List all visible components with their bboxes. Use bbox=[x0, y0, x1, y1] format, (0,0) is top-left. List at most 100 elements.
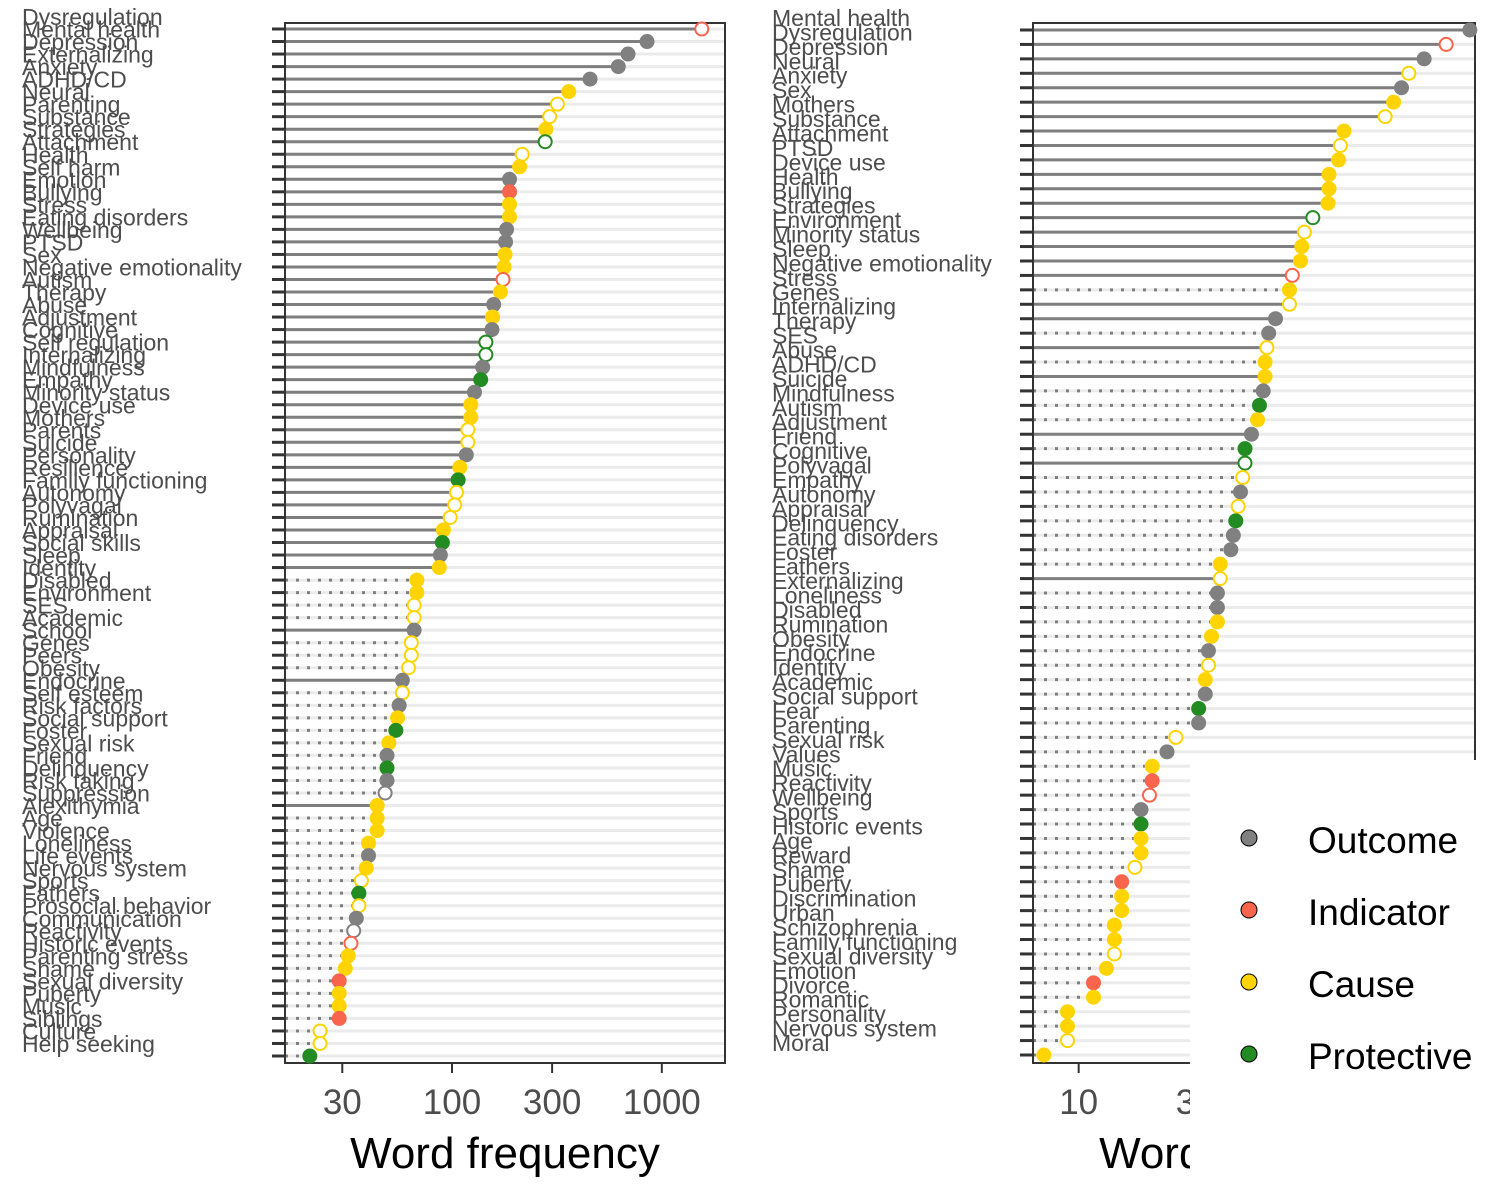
data-point bbox=[1284, 267, 1300, 283]
data-point bbox=[1228, 513, 1244, 529]
y-tick-label: Sexual risk bbox=[22, 730, 135, 756]
y-tick-label: Sleep bbox=[22, 543, 81, 569]
data-point bbox=[390, 710, 406, 726]
data-point bbox=[1243, 426, 1259, 442]
y-tick-label: Internalizing bbox=[772, 294, 896, 320]
data-point bbox=[331, 998, 347, 1014]
y-tick-label: Therapy bbox=[772, 308, 857, 334]
data-point bbox=[495, 271, 511, 287]
y-tick-label: Loneliness bbox=[772, 582, 882, 608]
data-point bbox=[458, 447, 474, 463]
y-tick-label: School bbox=[22, 618, 92, 644]
y-tick-label: Academic bbox=[772, 669, 873, 695]
y-tick-label: Age bbox=[22, 806, 63, 832]
y-tick-label: Shame bbox=[772, 857, 845, 883]
data-point bbox=[1249, 412, 1265, 428]
data-point bbox=[1209, 614, 1225, 630]
y-tick-label: Family functioning bbox=[22, 467, 207, 493]
data-point bbox=[331, 1010, 347, 1026]
data-point bbox=[1438, 36, 1454, 52]
y-tick-label: Personality bbox=[22, 442, 136, 468]
y-tick-label: Genes bbox=[22, 630, 90, 656]
y-tick-label: Obesity bbox=[22, 655, 100, 681]
y-tick-label: Sexual diversity bbox=[22, 968, 184, 994]
y-tick-label: Foster bbox=[772, 539, 838, 565]
data-point bbox=[409, 585, 425, 601]
data-point bbox=[1401, 65, 1417, 81]
x-tick-label: 10 bbox=[1059, 1083, 1098, 1122]
y-tick-label: Therapy bbox=[22, 280, 107, 306]
data-point bbox=[1292, 253, 1308, 269]
legend: Outcome Indicator Cause Protective bbox=[1190, 760, 1500, 1200]
x-tick-label: 300 bbox=[523, 1083, 581, 1122]
data-point bbox=[1232, 484, 1248, 500]
data-point bbox=[1209, 585, 1225, 601]
legend-key-indicator bbox=[1240, 901, 1258, 919]
data-point bbox=[379, 747, 395, 763]
data-point bbox=[1416, 51, 1432, 67]
y-tick-label: Historic events bbox=[22, 931, 173, 957]
data-point bbox=[1255, 383, 1271, 399]
data-point bbox=[369, 798, 385, 814]
data-point bbox=[447, 497, 463, 513]
data-point bbox=[1200, 657, 1216, 673]
data-point bbox=[1294, 239, 1310, 255]
y-tick-label: Neural bbox=[772, 48, 840, 74]
data-point bbox=[409, 572, 425, 588]
x-tick-label: 1000 bbox=[623, 1083, 701, 1122]
y-tick-label: Minority status bbox=[22, 380, 170, 406]
y-tick-label: Sexual risk bbox=[772, 727, 885, 753]
data-point bbox=[561, 84, 577, 100]
y-tick-label: Environment bbox=[22, 580, 152, 606]
data-point bbox=[1251, 397, 1267, 413]
data-point bbox=[302, 1048, 318, 1064]
data-point bbox=[1268, 311, 1284, 327]
y-tick-label: Foster bbox=[22, 718, 88, 744]
data-point bbox=[388, 722, 404, 738]
data-point bbox=[1377, 109, 1393, 125]
data-point bbox=[1168, 729, 1184, 745]
data-point bbox=[448, 484, 464, 500]
data-point bbox=[1336, 123, 1352, 139]
data-point bbox=[1060, 1033, 1076, 1049]
y-tick-label: Resilience bbox=[22, 455, 128, 481]
data-point bbox=[1223, 542, 1239, 558]
data-point bbox=[1204, 628, 1220, 644]
y-tick-label: Historic events bbox=[772, 813, 923, 839]
data-point bbox=[1321, 181, 1337, 197]
y-tick-label: Obesity bbox=[772, 626, 850, 652]
data-point bbox=[460, 422, 476, 438]
y-tick-label: Loneliness bbox=[22, 831, 132, 857]
y-tick-label: Substance bbox=[22, 104, 131, 130]
legend-key-outcome bbox=[1240, 829, 1258, 847]
data-point bbox=[1225, 527, 1241, 543]
data-point bbox=[1133, 816, 1149, 832]
y-tick-label: Strategies bbox=[22, 117, 126, 143]
y-tick-label: Puberty bbox=[22, 981, 102, 1007]
data-point bbox=[542, 109, 558, 125]
y-tick-label: Values bbox=[772, 741, 841, 767]
y-tick-label: Suppression bbox=[22, 781, 150, 807]
data-point bbox=[1197, 686, 1213, 702]
data-point bbox=[1060, 1004, 1076, 1020]
data-point bbox=[403, 635, 419, 651]
data-point bbox=[379, 772, 395, 788]
y-tick-label: Age bbox=[772, 828, 813, 854]
data-point bbox=[1159, 744, 1175, 760]
data-point bbox=[1212, 556, 1228, 572]
legend-label-protective: Protective bbox=[1308, 1036, 1473, 1077]
data-point bbox=[312, 1035, 328, 1051]
data-point bbox=[1106, 932, 1122, 948]
y-tick-label: Appraisal bbox=[772, 496, 868, 522]
data-point bbox=[340, 948, 356, 964]
data-point bbox=[1197, 672, 1213, 688]
y-tick-label: Self esteem bbox=[22, 680, 143, 706]
y-tick-label: Violence bbox=[22, 818, 110, 844]
y-tick-label: Wellbeing bbox=[22, 217, 123, 243]
data-point bbox=[381, 735, 397, 751]
y-tick-label: SES bbox=[772, 323, 818, 349]
y-tick-label: Reward bbox=[772, 842, 851, 868]
y-tick-label: Rumination bbox=[772, 611, 888, 637]
